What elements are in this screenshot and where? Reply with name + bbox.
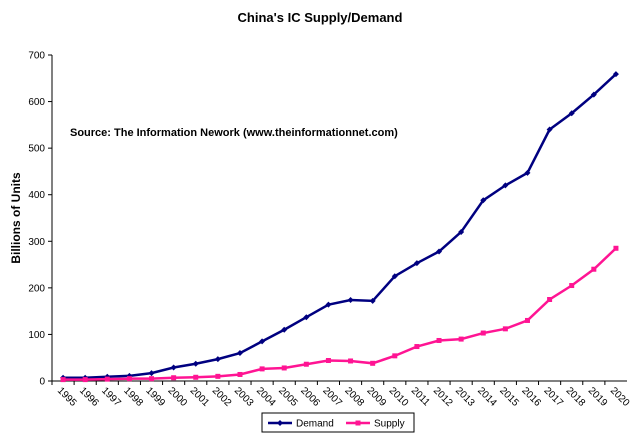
- x-tick-label: 2000: [166, 385, 190, 409]
- data-point: [171, 375, 177, 381]
- data-point: [104, 376, 110, 382]
- data-point: [126, 376, 132, 382]
- data-point: [524, 317, 530, 323]
- data-point: [347, 296, 354, 303]
- legend-marker: [277, 420, 283, 426]
- x-tick-label: 2004: [254, 385, 278, 409]
- data-point: [392, 353, 398, 359]
- x-tick-label: 2002: [210, 385, 234, 409]
- data-point: [281, 365, 287, 371]
- legend-marker: [355, 420, 361, 426]
- data-point: [303, 361, 309, 367]
- x-tick-label: 1995: [55, 385, 79, 409]
- data-point: [259, 338, 266, 345]
- x-tick-label: 2007: [320, 385, 344, 409]
- legend-label: Demand: [296, 419, 334, 430]
- data-point: [436, 248, 443, 255]
- data-point: [569, 283, 575, 289]
- x-tick-label: 2009: [365, 385, 389, 409]
- data-point: [613, 245, 619, 251]
- data-point: [170, 364, 177, 371]
- y-tick-label: 100: [28, 330, 45, 341]
- data-point: [480, 197, 487, 204]
- x-tick-label: 1998: [121, 385, 145, 409]
- data-point: [568, 110, 575, 117]
- annotation: Source: The Information Nework (www.thei…: [70, 127, 398, 139]
- data-point: [414, 344, 420, 350]
- data-point: [192, 360, 199, 367]
- data-point: [214, 356, 221, 363]
- data-point: [502, 182, 509, 189]
- data-point: [546, 126, 553, 133]
- x-tick-label: 2013: [453, 385, 477, 409]
- data-point: [259, 366, 265, 372]
- data-point: [325, 358, 331, 364]
- data-point: [547, 297, 553, 302]
- x-tick-label: 1999: [143, 385, 167, 409]
- data-point: [391, 273, 398, 280]
- data-point: [237, 371, 243, 377]
- data-point: [303, 314, 310, 321]
- x-tick-label: 2006: [298, 385, 322, 409]
- data-point: [502, 326, 508, 332]
- data-point: [215, 373, 221, 379]
- data-point: [524, 169, 531, 176]
- x-tick-label: 2014: [475, 385, 499, 409]
- data-point: [370, 360, 376, 366]
- x-tick-label: 1996: [77, 385, 101, 409]
- data-point: [149, 376, 155, 382]
- data-point: [325, 301, 332, 308]
- chart-title: China's IC Supply/Demand: [238, 10, 403, 25]
- legend-label: Supply: [374, 419, 405, 430]
- data-point: [82, 377, 88, 383]
- series-line: [63, 73, 617, 379]
- legend-box: [261, 412, 415, 433]
- data-point: [590, 91, 597, 98]
- y-tick-label: 300: [28, 237, 45, 248]
- series-line: [63, 247, 617, 381]
- data-point: [369, 297, 376, 304]
- x-tick-label: 2012: [431, 385, 455, 409]
- x-tick-label: 2001: [188, 385, 212, 409]
- data-point: [148, 370, 155, 377]
- x-tick-label: 2017: [541, 385, 565, 409]
- data-point: [436, 337, 442, 343]
- data-point: [281, 326, 288, 333]
- y-tick-label: 200: [28, 283, 45, 294]
- y-tick-label: 0: [39, 377, 45, 388]
- x-tick-label: 2015: [497, 385, 521, 409]
- x-tick-label: 2019: [586, 385, 610, 409]
- x-tick-label: 2008: [342, 385, 366, 409]
- data-point: [591, 266, 597, 272]
- data-point: [193, 374, 199, 380]
- x-tick-label: 2018: [564, 385, 588, 409]
- data-point: [60, 377, 66, 383]
- data-point: [236, 350, 243, 357]
- data-point: [348, 358, 354, 364]
- data-point: [612, 71, 619, 78]
- data-point: [458, 228, 465, 235]
- x-tick-label: 2011: [409, 385, 432, 408]
- x-tick-label: 2003: [232, 385, 256, 409]
- y-tick-label: 400: [28, 190, 45, 201]
- x-tick-label: 2005: [276, 385, 300, 409]
- y-tick-label: 700: [28, 51, 45, 62]
- x-tick-label: 2020: [608, 385, 632, 409]
- x-tick-label: 1997: [99, 385, 123, 409]
- y-tick-label: 500: [28, 144, 45, 155]
- y-tick-label: 600: [28, 97, 45, 108]
- data-point: [458, 336, 464, 342]
- data-point: [480, 330, 486, 336]
- x-tick-label: 2016: [519, 385, 543, 409]
- x-tick-label: 2010: [387, 385, 411, 409]
- y-axis-title: Billions of Units: [9, 172, 23, 264]
- data-point: [413, 260, 420, 267]
